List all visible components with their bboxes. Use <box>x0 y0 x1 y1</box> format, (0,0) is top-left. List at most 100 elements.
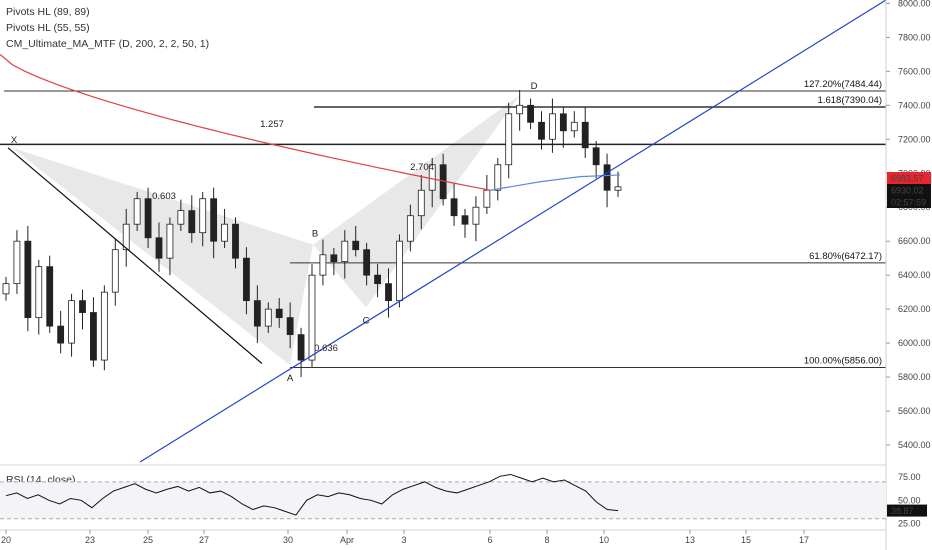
candle-body <box>308 274 316 361</box>
point-label-c: C <box>363 315 370 326</box>
candle-body <box>100 291 108 361</box>
ratio-label-abc: 0.636 <box>314 343 338 354</box>
candle-body <box>374 274 381 285</box>
fib-level-label: 61.80%(6472.17) <box>809 251 882 262</box>
time-axis[interactable]: 20 23 25 27 30 Apr 3 6 8 10 13 15 17 <box>0 529 886 545</box>
trend-lines <box>0 0 887 463</box>
candle-body <box>243 257 250 302</box>
indicator-label-cm-ma[interactable]: CM_Ultimate_MA_MTF (D, 200, 2, 2, 50, 1) <box>6 38 210 50</box>
rsi-value-badge <box>887 504 927 517</box>
price-badge-label: 6983.57 <box>891 174 924 184</box>
price-tick-label: 7400.00 <box>898 100 931 110</box>
candle-body <box>35 266 43 319</box>
candle-body <box>559 113 567 132</box>
candle-body <box>363 249 371 276</box>
candle-body <box>385 283 392 302</box>
candle-body <box>461 215 469 225</box>
point-label-d: D <box>531 81 538 92</box>
price-badge <box>887 196 931 208</box>
candle-body <box>450 198 458 217</box>
price-tick-label: 8000.00 <box>898 0 931 8</box>
candle-body <box>352 240 360 251</box>
fib-level-label: 100.00%(5856.00) <box>804 356 882 367</box>
candle-body <box>396 240 403 302</box>
price-tick-label: 6000.00 <box>898 338 931 348</box>
candle-body <box>341 240 349 262</box>
pattern-labels: X A B C D 0.603 0.636 1.257 2.704 <box>11 81 538 384</box>
price-tick-label: 5600.00 <box>898 406 931 416</box>
candle-body <box>24 240 32 319</box>
price-tick-label: 5800.00 <box>898 372 931 382</box>
ma-200-line <box>0 53 491 191</box>
time-tick-label: 17 <box>799 535 809 545</box>
rsi-line <box>5 473 619 516</box>
candle-body <box>177 210 185 225</box>
candle-body <box>330 254 338 262</box>
fib-level-label: 127.20%(7484.44) <box>804 79 882 90</box>
point-label-b: B <box>312 229 318 240</box>
point-label-a: A <box>287 373 294 384</box>
price-tick-label: 7200.00 <box>898 134 931 144</box>
time-tick-label: Apr <box>340 535 354 545</box>
pattern-triangle-xab <box>12 147 313 366</box>
candle-body <box>472 206 480 225</box>
ratio-label-xad: 1.257 <box>260 119 284 130</box>
candle-body <box>286 317 294 336</box>
candle-body <box>603 164 611 191</box>
rsi-tick-label: 50.00 <box>898 495 921 505</box>
rsi-value-label: 38.87 <box>891 506 914 516</box>
time-tick-label: 6 <box>487 535 492 545</box>
candle-body <box>188 210 196 234</box>
price-axis[interactable]: 5400.00 5600.00 5800.00 6000.00 6200.00 6400.… <box>885 0 931 550</box>
candle-body <box>516 104 524 115</box>
candle-body <box>166 223 174 259</box>
ma-200-tail <box>489 174 621 191</box>
candle-body <box>111 249 119 293</box>
price-tick-label: 7600.00 <box>898 66 931 76</box>
candle-body <box>319 254 327 276</box>
candle-body <box>494 164 502 191</box>
candle-body <box>417 189 425 217</box>
candle-body <box>428 164 436 191</box>
rsi-tick-label: 25.00 <box>898 518 921 528</box>
time-tick-label: 8 <box>544 535 549 545</box>
candle-body <box>570 121 578 132</box>
candle-body <box>406 215 414 242</box>
indicator-label-pivots-55[interactable]: Pivots HL (55, 55) <box>6 22 90 34</box>
time-tick-label: 30 <box>283 535 293 545</box>
price-badge-label: 6930.02 <box>891 186 924 196</box>
candle-body <box>264 308 272 327</box>
time-tick-label: 27 <box>199 535 209 545</box>
rsi-band <box>0 481 886 519</box>
candle-body <box>221 223 228 242</box>
time-tick-label: 13 <box>685 535 695 545</box>
candle-body <box>144 198 152 239</box>
indicator-label-pivots-89[interactable]: Pivots HL (89, 89) <box>6 6 90 18</box>
candle-body <box>2 283 10 295</box>
candle-body <box>122 223 130 251</box>
price-tick-label: 7800.00 <box>898 32 931 42</box>
time-tick-label: 25 <box>143 535 153 545</box>
candle-body <box>210 198 218 242</box>
candle-body <box>505 113 513 166</box>
price-tick-label: 6600.00 <box>898 236 931 246</box>
rsi-pane: 75.00 50.00 25.00 38.87 <box>0 464 927 528</box>
price-badge-label: 02:57:59 <box>891 198 926 208</box>
price-tick-label: 6200.00 <box>898 304 931 314</box>
candle-body <box>538 121 545 140</box>
candle-body <box>549 113 556 140</box>
price-badge <box>887 184 931 196</box>
candle-body <box>527 104 534 123</box>
candle-body <box>155 237 163 259</box>
candle-body <box>13 240 21 285</box>
price-tick-label: 5400.00 <box>898 440 931 450</box>
candle-body <box>297 334 305 361</box>
candle-body <box>592 147 600 166</box>
candle-body <box>57 325 65 344</box>
candle-body <box>614 186 622 191</box>
point-label-x: X <box>11 135 18 146</box>
time-tick-label: 10 <box>599 535 609 545</box>
ratio-label-xab: 0.603 <box>152 191 176 202</box>
candle-body <box>232 223 239 259</box>
